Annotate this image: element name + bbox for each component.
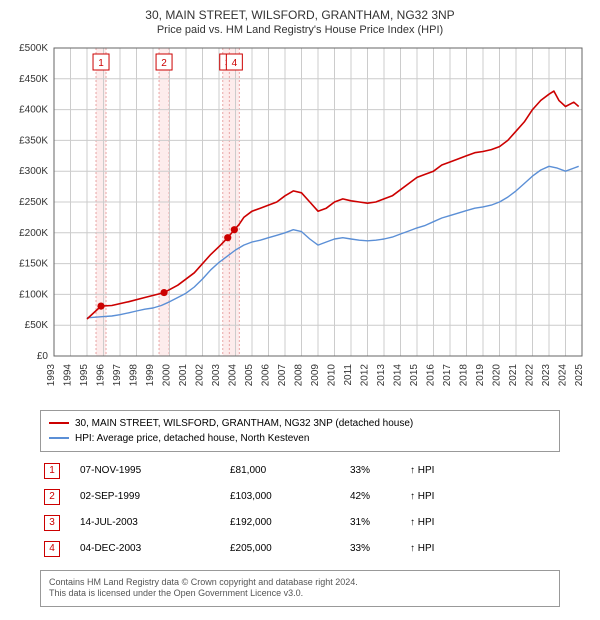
svg-text:1995: 1995 — [79, 363, 90, 386]
svg-text:1996: 1996 — [96, 363, 107, 386]
svg-text:2021: 2021 — [508, 363, 519, 386]
legend-box: 30, MAIN STREET, WILSFORD, GRANTHAM, NG3… — [40, 410, 560, 452]
svg-text:2005: 2005 — [244, 363, 255, 386]
transaction-price: £192,000 — [226, 510, 346, 536]
license-box: Contains HM Land Registry data © Crown c… — [40, 570, 560, 607]
svg-text:2023: 2023 — [541, 363, 552, 386]
svg-text:2025: 2025 — [574, 363, 585, 386]
svg-text:2013: 2013 — [376, 363, 387, 386]
svg-text:2018: 2018 — [459, 363, 470, 386]
svg-text:1993: 1993 — [46, 363, 57, 386]
svg-text:2011: 2011 — [343, 363, 354, 385]
svg-text:2014: 2014 — [393, 363, 404, 386]
svg-text:2022: 2022 — [525, 363, 536, 386]
svg-text:£150K: £150K — [19, 258, 48, 269]
svg-text:£450K: £450K — [19, 73, 48, 84]
page-title: 30, MAIN STREET, WILSFORD, GRANTHAM, NG3… — [10, 8, 590, 24]
svg-text:1998: 1998 — [129, 363, 140, 386]
svg-text:2015: 2015 — [409, 363, 420, 386]
svg-text:2009: 2009 — [310, 363, 321, 386]
transaction-badge: 3 — [44, 515, 60, 531]
transaction-price: £205,000 — [226, 536, 346, 562]
transaction-badge: 4 — [44, 541, 60, 557]
svg-text:£200K: £200K — [19, 227, 48, 238]
transaction-suffix: ↑ HPI — [406, 536, 560, 562]
transaction-price: £81,000 — [226, 458, 346, 484]
svg-text:4: 4 — [232, 58, 238, 69]
svg-text:2002: 2002 — [195, 363, 206, 386]
svg-text:1997: 1997 — [112, 363, 123, 386]
transaction-suffix: ↑ HPI — [406, 484, 560, 510]
svg-text:2008: 2008 — [294, 363, 305, 386]
svg-text:£300K: £300K — [19, 166, 48, 177]
svg-text:£50K: £50K — [25, 320, 49, 331]
svg-text:2006: 2006 — [261, 363, 272, 386]
transaction-row: 4 04-DEC-2003£205,00033%↑ HPI — [40, 536, 560, 562]
svg-text:2019: 2019 — [475, 363, 486, 386]
svg-text:1: 1 — [98, 58, 104, 69]
transaction-row: 3 14-JUL-2003£192,00031%↑ HPI — [40, 510, 560, 536]
transaction-pct: 33% — [346, 458, 406, 484]
svg-text:£100K: £100K — [19, 289, 48, 300]
transaction-suffix: ↑ HPI — [406, 458, 560, 484]
svg-text:2003: 2003 — [211, 363, 222, 386]
svg-text:1999: 1999 — [145, 363, 156, 386]
transaction-pct: 42% — [346, 484, 406, 510]
svg-text:£250K: £250K — [19, 197, 48, 208]
svg-text:£0: £0 — [37, 351, 49, 362]
license-text: This data is licensed under the Open Gov… — [49, 588, 551, 600]
svg-text:£400K: £400K — [19, 104, 48, 115]
svg-text:2017: 2017 — [442, 363, 453, 386]
transaction-date: 04-DEC-2003 — [76, 536, 226, 562]
svg-text:2: 2 — [161, 58, 167, 69]
svg-text:2004: 2004 — [228, 363, 239, 386]
svg-text:2024: 2024 — [558, 363, 569, 386]
transaction-date: 14-JUL-2003 — [76, 510, 226, 536]
svg-text:2000: 2000 — [162, 363, 173, 386]
transaction-date: 02-SEP-1999 — [76, 484, 226, 510]
svg-text:2012: 2012 — [360, 363, 371, 386]
transaction-row: 1 07-NOV-1995£81,00033%↑ HPI — [40, 458, 560, 484]
legend-row: 30, MAIN STREET, WILSFORD, GRANTHAM, NG3… — [49, 416, 551, 431]
svg-text:2016: 2016 — [426, 363, 437, 386]
transaction-suffix: ↑ HPI — [406, 510, 560, 536]
chart: £0 £50K £100K £150K £200K £250K £300K £350K £400… — [10, 42, 590, 402]
svg-text:£350K: £350K — [19, 135, 48, 146]
license-text: Contains HM Land Registry data © Crown c… — [49, 577, 551, 589]
svg-text:2010: 2010 — [327, 363, 338, 386]
transaction-row: 2 02-SEP-1999£103,00042%↑ HPI — [40, 484, 560, 510]
svg-text:2020: 2020 — [492, 363, 503, 386]
legend-label: HPI: Average price, detached house, Nort… — [75, 431, 309, 446]
legend-label: 30, MAIN STREET, WILSFORD, GRANTHAM, NG3… — [75, 416, 413, 431]
svg-text:2001: 2001 — [178, 363, 189, 386]
transactions-table: 107-NOV-1995£81,00033%↑ HPI202-SEP-1999£… — [40, 458, 560, 562]
transaction-pct: 33% — [346, 536, 406, 562]
transaction-date: 07-NOV-1995 — [76, 458, 226, 484]
svg-text:£500K: £500K — [19, 43, 48, 54]
page-subtitle: Price paid vs. HM Land Registry's House … — [10, 24, 590, 36]
svg-text:1994: 1994 — [63, 363, 74, 386]
transaction-badge: 1 — [44, 463, 60, 479]
transaction-badge: 2 — [44, 489, 60, 505]
legend-row: HPI: Average price, detached house, Nort… — [49, 431, 551, 446]
transaction-pct: 31% — [346, 510, 406, 536]
legend-swatch-2 — [49, 437, 69, 439]
svg-text:2007: 2007 — [277, 363, 288, 386]
transaction-price: £103,000 — [226, 484, 346, 510]
chart-svg: £0 £50K £100K £150K £200K £250K £300K £350K £400… — [10, 42, 590, 402]
legend-swatch-1 — [49, 422, 69, 424]
